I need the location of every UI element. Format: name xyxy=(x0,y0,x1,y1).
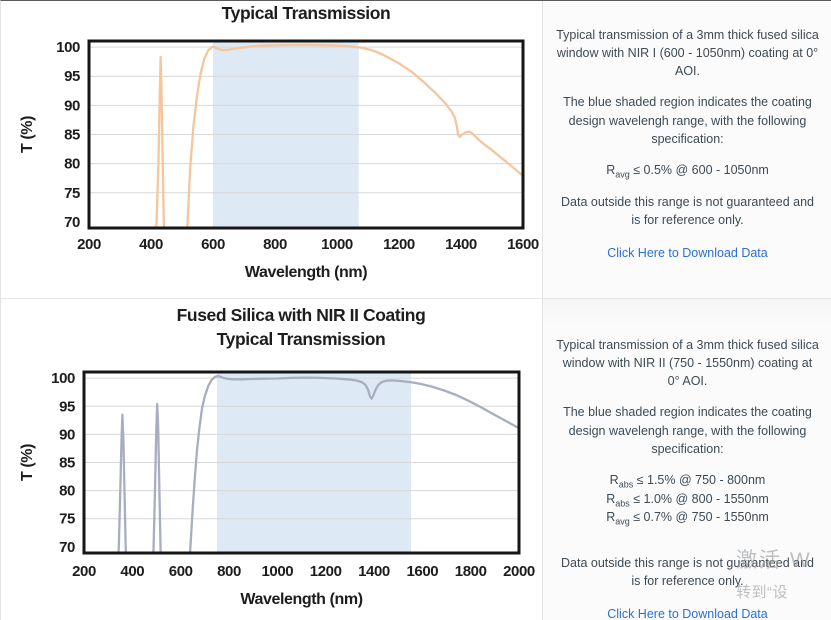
y-tick-label: 85 xyxy=(64,127,80,144)
y-tick-label: 95 xyxy=(64,68,80,85)
chart-title: Fused Silica with NIR II Coating xyxy=(177,305,426,325)
y-tick-label: 90 xyxy=(64,97,80,114)
x-tick-label: 1600 xyxy=(406,563,438,580)
y-tick-label: 70 xyxy=(59,539,75,556)
x-tick-label: 1000 xyxy=(261,563,293,580)
x-tick-label: 1800 xyxy=(455,563,487,580)
y-axis-label: T (%) xyxy=(19,444,36,481)
disclaimer: Data outside this range is not guarantee… xyxy=(561,556,814,589)
chart-description: Typical transmission of a 3mm thick fuse… xyxy=(556,338,819,389)
nir1-transmission-chart: 70 75 80 85 90 95 100 200 400 600 800 1000 1200 1400 1… xyxy=(1,1,542,299)
y-tick-label: 75 xyxy=(64,185,80,202)
x-tick-label: 400 xyxy=(139,236,163,253)
plot-border xyxy=(87,39,525,230)
y-tick-label: 100 xyxy=(51,370,75,387)
x-axis-label: Wavelength (nm) xyxy=(245,264,367,281)
y-tick-label: 75 xyxy=(59,511,75,528)
plot-border xyxy=(82,370,521,555)
y-tick-label: 95 xyxy=(59,398,75,415)
x-tick-label: 400 xyxy=(120,563,144,580)
y-tick-label: 80 xyxy=(59,483,75,500)
x-axis-label: Wavelength (nm) xyxy=(240,591,362,608)
x-tick-label: 200 xyxy=(72,563,96,580)
spec-line: Rabs ≤ 1.5% @ 750 - 800nm xyxy=(609,472,766,490)
x-tick-label: 600 xyxy=(201,236,225,253)
y-tick-label: 70 xyxy=(64,214,80,231)
x-tick-label: 1600 xyxy=(507,236,539,253)
shaded-region-note: The blue shaded region indicates the coa… xyxy=(563,95,812,146)
x-tick-label: 1400 xyxy=(445,236,477,253)
y-tick-label: 80 xyxy=(64,156,80,173)
row-divider xyxy=(1,298,542,299)
x-tick-label: 1200 xyxy=(310,563,342,580)
download-data-link[interactable]: Click Here to Download Data xyxy=(607,245,768,260)
transmission-curve xyxy=(117,374,519,553)
spec-line: Ravg ≤ 0.5% @ 600 - 1050nm xyxy=(606,162,769,180)
x-tick-label: 600 xyxy=(169,563,193,580)
spec-line: Ravg ≤ 0.7% @ 750 - 1550nm xyxy=(606,510,769,527)
x-tick-label: 200 xyxy=(77,236,101,253)
nir2-info-panel: Typical transmission of a 3mm thick fuse… xyxy=(542,299,831,620)
disclaimer: Data outside this range is not guarantee… xyxy=(561,194,814,227)
x-tick-label: 1000 xyxy=(321,236,353,253)
x-tick-label: 1400 xyxy=(358,563,390,580)
spec-line: Rabs ≤ 1.0% @ 800 - 1550nm xyxy=(606,491,769,508)
nir2-transmission-chart: 70 75 80 85 90 95 100 200 400 600 800 1000 1200 1400 1… xyxy=(1,299,542,620)
x-tick-label: 2000 xyxy=(503,563,535,580)
y-tick-label: 85 xyxy=(59,455,75,472)
y-tick-label: 100 xyxy=(56,39,80,56)
y-tick-label: 90 xyxy=(59,426,75,443)
chart-title: Typical Transmission xyxy=(222,3,391,23)
x-tick-label: 800 xyxy=(263,236,287,253)
chart-description: Typical transmission of a 3mm thick fuse… xyxy=(556,28,819,79)
shaded-region-note: The blue shaded region indicates the coa… xyxy=(563,405,812,456)
spec-list: Rabs ≤ 1.5% @ 750 - 800nm Rabs ≤ 1.0% @ 8… xyxy=(556,471,819,527)
spec-list: Ravg ≤ 0.5% @ 600 - 1050nm xyxy=(556,161,819,180)
y-axis-label: T (%) xyxy=(19,116,36,153)
download-data-link[interactable]: Click Here to Download Data xyxy=(607,607,768,620)
x-tick-label: 1200 xyxy=(383,236,415,253)
nir1-info-panel: Typical transmission of a 3mm thick fuse… xyxy=(542,1,831,299)
x-tick-label: 800 xyxy=(217,563,241,580)
transmission-curve xyxy=(155,43,523,228)
chart-title: Typical Transmission xyxy=(217,329,386,349)
